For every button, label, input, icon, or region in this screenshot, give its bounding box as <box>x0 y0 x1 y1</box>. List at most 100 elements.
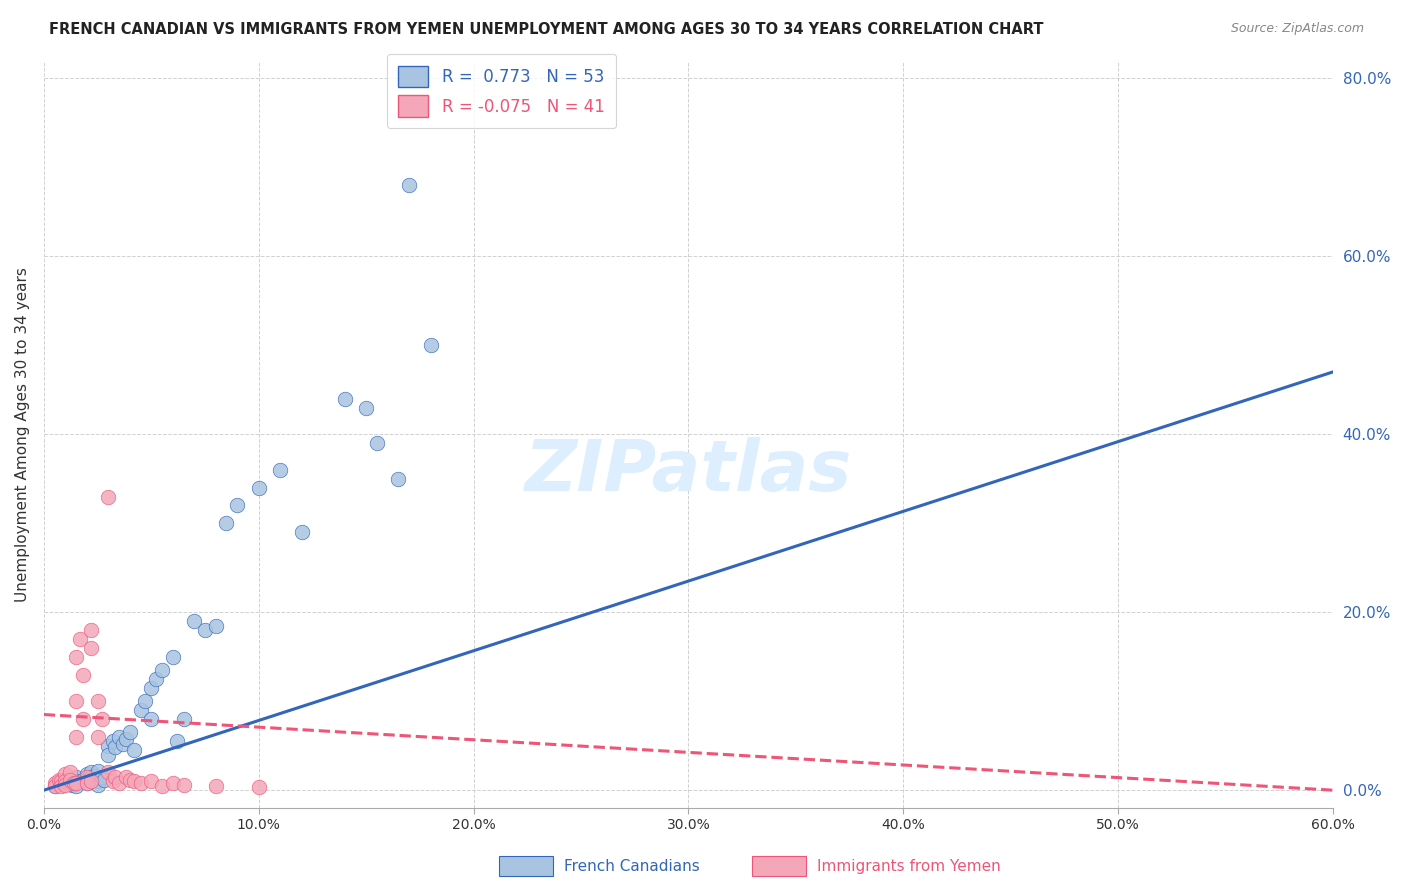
Y-axis label: Unemployment Among Ages 30 to 34 years: Unemployment Among Ages 30 to 34 years <box>15 267 30 602</box>
Point <box>97 765 120 780</box>
Point <box>97 747 120 762</box>
Point <box>90 712 112 726</box>
Point <box>48 772 70 787</box>
Point <box>204 779 226 793</box>
Point <box>122 774 145 789</box>
Point <box>204 618 226 632</box>
Point <box>226 499 249 513</box>
Point <box>53 774 76 789</box>
Point <box>80 770 103 784</box>
Point <box>141 681 163 695</box>
Point <box>333 392 356 406</box>
Point <box>419 338 441 352</box>
Point <box>49 774 72 789</box>
Point <box>53 778 76 792</box>
Point <box>118 725 141 739</box>
Point <box>59 765 82 780</box>
Point <box>162 776 184 790</box>
Point <box>166 734 188 748</box>
Point <box>269 463 291 477</box>
Point <box>44 779 66 793</box>
Point <box>65 649 87 664</box>
Point <box>49 772 72 787</box>
Legend: R =  0.773   N = 53, R = -0.075   N = 41: R = 0.773 N = 53, R = -0.075 N = 41 <box>387 54 616 128</box>
Point <box>76 776 98 790</box>
Point <box>145 672 167 686</box>
Point <box>84 769 107 783</box>
Point <box>72 712 94 726</box>
Point <box>104 740 127 755</box>
Point <box>80 640 103 655</box>
Point <box>366 436 388 450</box>
Point <box>44 776 66 790</box>
Point <box>150 663 173 677</box>
Point <box>48 776 70 790</box>
Text: Immigrants from Yemen: Immigrants from Yemen <box>817 859 1001 873</box>
Point <box>108 776 131 790</box>
Point <box>247 481 270 495</box>
Point <box>65 774 87 789</box>
Point <box>141 712 163 726</box>
Text: Source: ZipAtlas.com: Source: ZipAtlas.com <box>1230 22 1364 36</box>
Point <box>150 779 173 793</box>
Point <box>76 767 98 781</box>
Point <box>122 743 145 757</box>
Text: FRENCH CANADIAN VS IMMIGRANTS FROM YEMEN UNEMPLOYMENT AMONG AGES 30 TO 34 YEARS : FRENCH CANADIAN VS IMMIGRANTS FROM YEMEN… <box>49 22 1043 37</box>
Point <box>86 774 108 789</box>
Point <box>114 731 136 746</box>
Point <box>86 694 108 708</box>
Point <box>398 178 420 193</box>
Point <box>354 401 377 415</box>
Point <box>173 778 195 792</box>
Point <box>44 779 66 793</box>
Point <box>65 694 87 708</box>
Point <box>80 623 103 637</box>
Point <box>86 764 108 778</box>
Point <box>65 730 87 744</box>
Point <box>129 776 152 790</box>
Point <box>114 770 136 784</box>
Point <box>173 712 195 726</box>
Point <box>80 774 103 789</box>
Point <box>59 772 82 787</box>
Point <box>65 776 87 790</box>
Point <box>141 774 163 789</box>
Point <box>247 780 270 794</box>
Point <box>69 632 91 646</box>
Text: French Canadians: French Canadians <box>564 859 700 873</box>
Point <box>93 772 115 787</box>
Point <box>76 776 98 790</box>
Point <box>76 770 98 784</box>
Point <box>49 779 72 793</box>
Point <box>112 737 135 751</box>
Text: ZIPatlas: ZIPatlas <box>524 437 852 506</box>
Point <box>101 734 124 748</box>
Point <box>97 490 120 504</box>
Point <box>65 779 87 793</box>
Point <box>134 694 156 708</box>
Point <box>86 778 108 792</box>
Point <box>59 776 82 790</box>
Point <box>90 770 112 784</box>
Point <box>65 770 87 784</box>
Point <box>118 772 141 787</box>
Point <box>72 667 94 681</box>
Point <box>291 525 314 540</box>
Point <box>162 649 184 664</box>
Point <box>129 703 152 717</box>
Point <box>76 772 98 787</box>
Point <box>72 772 94 787</box>
Point <box>63 776 86 790</box>
Point <box>108 730 131 744</box>
Point <box>101 774 124 789</box>
Point <box>60 778 83 792</box>
Point <box>194 623 217 637</box>
Point <box>53 774 76 789</box>
Point <box>183 614 205 628</box>
Point <box>80 765 103 780</box>
Point <box>104 770 127 784</box>
Point <box>215 516 238 531</box>
Point <box>97 739 120 753</box>
Point <box>86 730 108 744</box>
Point <box>387 472 409 486</box>
